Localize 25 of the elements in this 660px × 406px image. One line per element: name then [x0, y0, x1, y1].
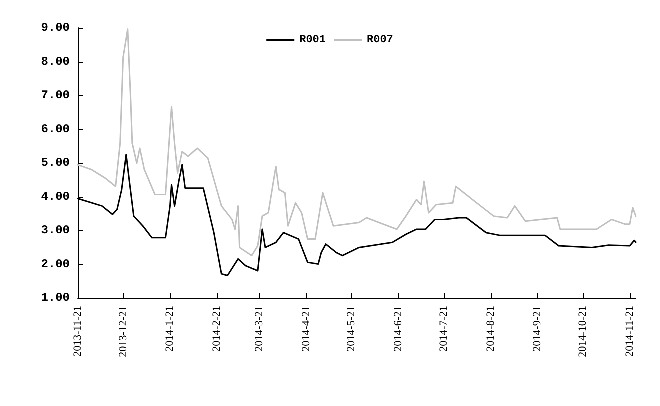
y-tick-label: 7.00	[41, 88, 70, 102]
x-tick-label: 2014-4-21	[300, 306, 312, 352]
x-tick-label: 2014-8-21	[484, 306, 497, 352]
y-tick-label: 2.00	[41, 257, 70, 272]
x-tick-label: 2014-3-21	[253, 306, 266, 352]
legend-label: R001	[300, 34, 326, 46]
x-tick-label: 2013-11-21	[72, 306, 84, 357]
y-tick-label: 4.00	[41, 190, 70, 204]
legend-label: R007	[367, 34, 394, 46]
x-tick-label: 2014-5-21	[346, 306, 358, 352]
x-tick-label: 2013-12-21	[117, 306, 130, 358]
y-tick-label: 1.00	[41, 291, 70, 305]
x-tick-label: 2014-10-21	[577, 306, 590, 358]
y-tick-label: 5.00	[41, 156, 70, 170]
x-tick-label: 2014-1-21	[164, 306, 176, 352]
x-tick-label: 2014-2-21	[211, 306, 224, 352]
x-tick-label: 2014-7-21	[438, 306, 450, 352]
y-tick-label: 6.00	[41, 122, 70, 136]
line-series	[77, 28, 637, 257]
y-tick-label: 3.00	[41, 224, 70, 238]
y-tick-label: 9.00	[41, 21, 70, 35]
x-tick-label: 2014-6-21	[392, 306, 405, 352]
y-tick-label: 8.00	[41, 54, 70, 69]
x-tick-label: 2014-11-21	[624, 306, 636, 357]
x-tick-label: 2014-9-21	[532, 306, 544, 352]
